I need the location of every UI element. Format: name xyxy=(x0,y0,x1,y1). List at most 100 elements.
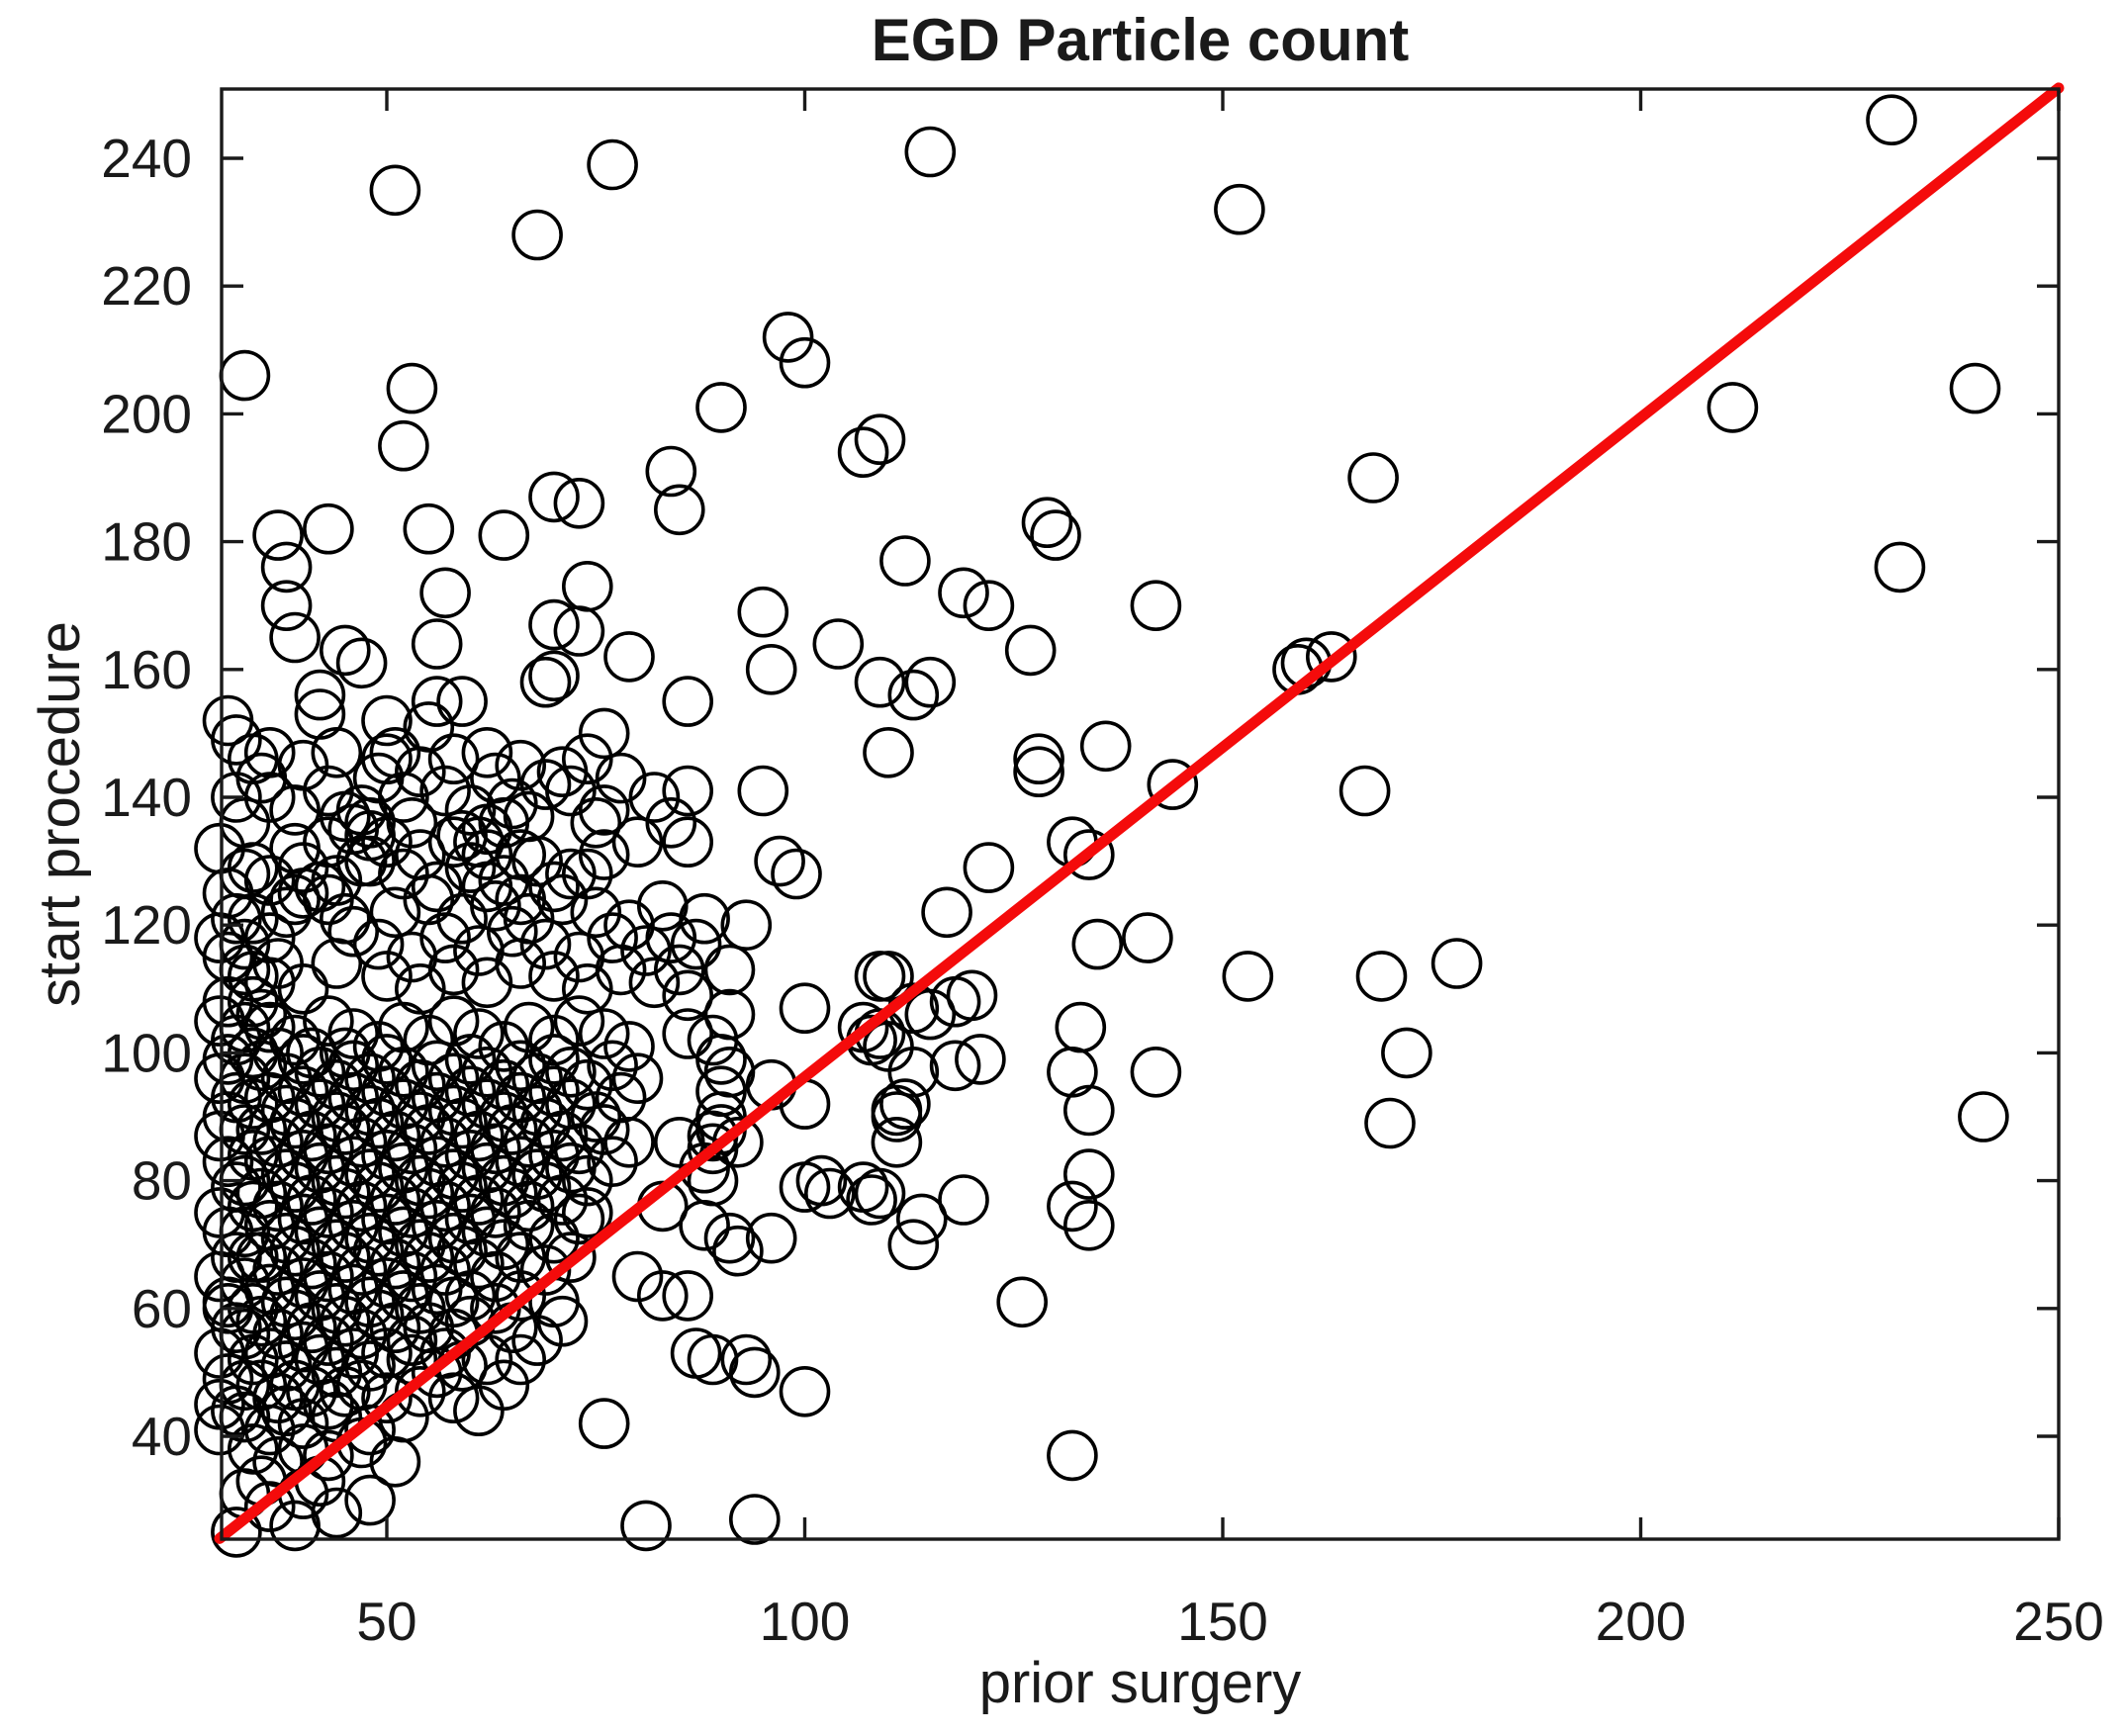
data-point xyxy=(252,509,304,561)
data-point xyxy=(503,1200,555,1251)
data-point xyxy=(863,951,914,1002)
data-point xyxy=(461,726,513,778)
data-point xyxy=(963,842,1015,893)
data-point xyxy=(519,656,572,708)
data-point xyxy=(319,790,371,843)
data-point xyxy=(403,503,455,555)
data-point xyxy=(444,1034,497,1085)
data-point xyxy=(1707,382,1759,433)
data-point xyxy=(561,560,613,612)
data-point xyxy=(277,868,329,919)
data-point xyxy=(228,1232,279,1283)
data-point xyxy=(419,567,471,619)
data-point xyxy=(344,1404,396,1456)
data-point xyxy=(703,944,756,996)
data-point xyxy=(303,503,354,555)
data-point xyxy=(378,1047,429,1098)
data-point xyxy=(403,701,455,753)
chart-title: EGD Particle count xyxy=(871,7,1410,73)
data-point xyxy=(211,772,262,823)
data-point xyxy=(1021,497,1073,549)
data-point xyxy=(895,1193,948,1245)
data-point xyxy=(921,886,972,939)
data-point xyxy=(427,816,480,868)
data-point xyxy=(319,1104,371,1155)
data-point xyxy=(938,567,989,619)
data-point xyxy=(1013,733,1064,785)
data-point xyxy=(1430,938,1483,989)
data-point xyxy=(628,957,681,1009)
data-point xyxy=(695,1065,747,1117)
y-tick-label: 80 xyxy=(132,1150,192,1212)
data-point xyxy=(228,975,279,1028)
data-point xyxy=(503,1001,555,1053)
data-point xyxy=(519,918,572,970)
data-point xyxy=(1030,509,1081,561)
data-point xyxy=(854,1167,906,1220)
data-point xyxy=(795,1154,848,1207)
data-point xyxy=(436,676,488,727)
data-point xyxy=(653,484,705,536)
data-point xyxy=(528,1212,580,1264)
data-point xyxy=(904,656,957,708)
data-point xyxy=(887,669,940,721)
y-tick-label: 60 xyxy=(132,1278,192,1339)
data-point xyxy=(386,931,438,983)
data-point xyxy=(720,1333,773,1386)
data-point xyxy=(545,1047,597,1098)
data-point xyxy=(453,1008,505,1059)
data-point xyxy=(269,873,321,926)
data-point xyxy=(662,676,714,727)
data-point xyxy=(745,643,797,695)
data-point xyxy=(311,1487,363,1539)
data-point xyxy=(587,1136,638,1187)
data-point xyxy=(779,1366,831,1417)
data-point xyxy=(495,739,547,791)
y-tick-label: 160 xyxy=(101,639,192,700)
data-point xyxy=(228,1333,279,1386)
data-point xyxy=(1079,720,1132,773)
data-point xyxy=(243,1404,296,1456)
data-point xyxy=(369,164,421,217)
data-point xyxy=(695,382,747,433)
data-point xyxy=(470,879,521,932)
data-point xyxy=(728,1346,781,1399)
data-point xyxy=(754,835,805,887)
y-tick-label: 220 xyxy=(101,255,192,317)
data-point xyxy=(545,848,597,900)
data-point xyxy=(846,1174,897,1226)
data-point xyxy=(695,1034,747,1085)
data-point xyxy=(486,1104,538,1155)
data-point xyxy=(277,739,329,791)
data-point xyxy=(963,580,1015,632)
data-point xyxy=(737,765,789,817)
data-point xyxy=(478,855,530,906)
data-point xyxy=(536,1295,589,1347)
data-point xyxy=(812,618,865,670)
data-point xyxy=(352,1225,405,1277)
data-point xyxy=(762,312,814,363)
data-point xyxy=(929,1040,981,1092)
data-point xyxy=(319,1295,371,1347)
data-point xyxy=(645,445,697,498)
data-point xyxy=(344,835,396,887)
data-point xyxy=(1866,94,1917,145)
data-point xyxy=(578,1008,630,1059)
data-point xyxy=(436,1097,488,1149)
data-point xyxy=(1063,829,1115,880)
data-point xyxy=(653,944,705,996)
data-point xyxy=(311,938,363,989)
data-point xyxy=(243,726,296,778)
data-point xyxy=(803,1167,856,1220)
data-point xyxy=(319,624,371,677)
data-point xyxy=(269,1289,321,1341)
data-point xyxy=(411,676,463,727)
data-point xyxy=(228,892,279,945)
x-tick-label: 150 xyxy=(1177,1591,1268,1652)
y-tick-label: 200 xyxy=(101,383,192,444)
y-tick-label: 100 xyxy=(101,1022,192,1083)
data-point xyxy=(461,829,513,880)
data-point xyxy=(1214,183,1265,235)
data-point xyxy=(1047,1180,1098,1233)
data-point xyxy=(578,707,630,760)
